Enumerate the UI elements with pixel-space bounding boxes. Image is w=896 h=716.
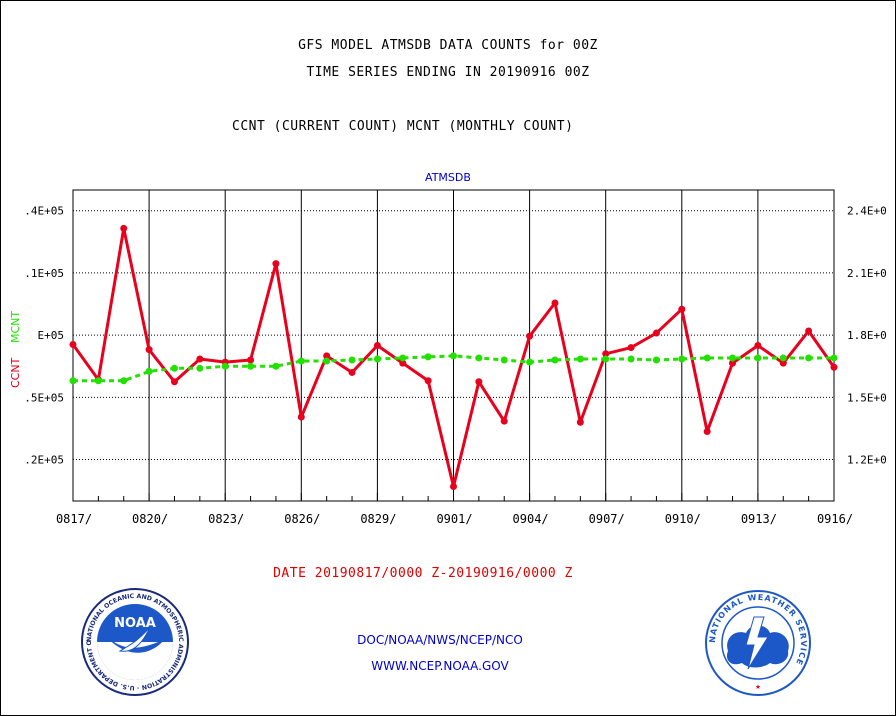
data-point-mcnt [373,355,381,363]
data-point-mcnt [247,362,255,370]
data-point-ccnt [754,342,762,349]
data-point-mcnt [627,355,635,363]
x-tick-label: 0829/ [360,512,396,526]
grid [73,190,834,501]
data-point-ccnt [247,356,255,364]
data-point-mcnt [805,354,813,362]
y-left-tick-label: .1E+05 [24,267,64,280]
y-left-tick-label: .2E+05 [24,454,64,467]
data-point-mcnt [450,352,457,360]
data-point-mcnt [602,355,610,363]
data-point-ccnt [323,352,331,360]
x-tick-label: 0913/ [741,512,777,526]
data-point-mcnt [703,354,711,362]
chart-legend-description: CCNT (CURRENT COUNT) MCNT (MONTHLY COUNT… [232,119,574,134]
x-tick-label: 0904/ [513,512,549,526]
y-axis-label-ccnt: CCNT [9,357,22,388]
noaa-logo: NOAA NATIONAL OCEANIC AND ATMOSPHERIC AD… [80,587,189,696]
data-point-ccnt [297,413,305,421]
y-left-tick-label: .5E+05 [24,391,64,404]
data-point-ccnt [779,359,787,367]
x-tick-label: 0820/ [132,512,168,526]
x-tick-label: 0907/ [589,512,625,526]
data-point-ccnt [145,346,153,354]
data-point-mcnt [551,356,559,364]
data-point-ccnt [652,329,660,337]
data-point-mcnt [221,362,229,370]
data-point-ccnt [830,363,838,371]
data-point-mcnt [830,354,838,362]
data-point-ccnt [399,359,407,367]
data-point-mcnt [500,356,508,364]
data-point-mcnt [120,377,128,385]
data-point-ccnt [703,428,711,436]
data-point-ccnt [729,359,737,367]
data-point-mcnt [424,353,432,361]
data-point-ccnt [526,332,534,340]
data-point-ccnt [551,299,559,307]
svg-text:★: ★ [755,682,761,692]
data-point-mcnt [779,354,787,362]
x-tick-label: 0910/ [665,512,701,526]
date-range-label: DATE 20190817/0000 Z-20190916/0000 Z [273,566,573,581]
website-link[interactable]: WWW.NCEP.NOAA.GOV [371,659,509,673]
data-point-mcnt [475,354,483,362]
chart-title: GFS MODEL ATMSDB DATA COUNTS for 00Z [298,38,598,53]
data-point-ccnt [373,342,381,349]
data-point-ccnt [602,350,610,358]
y-axis-label-mcnt: MCNT [9,311,22,343]
data-point-mcnt [678,355,686,363]
data-point-ccnt [500,417,508,425]
data-point-ccnt [627,344,635,352]
data-point-ccnt [272,260,280,268]
data-point-mcnt [576,355,584,363]
y-right-tick-label: 1.8E+0 [847,329,887,342]
data-point-mcnt [145,367,153,375]
chart-subtitle: TIME SERIES ENDING IN 20190916 00Z [306,65,590,80]
y-right-tick-label: 2.4E+0 [847,205,887,218]
data-point-ccnt [475,378,483,386]
data-point-mcnt [297,357,305,365]
data-point-mcnt [196,364,204,372]
data-point-mcnt [526,358,534,366]
data-point-ccnt [196,355,204,363]
series-title: ATMSDB [425,171,471,184]
noaa-logo-label: NOAA [114,616,156,631]
org-line: DOC/NOAA/NWS/NCEP/NCO [357,633,523,647]
data-point-ccnt [805,327,813,335]
data-point-ccnt [69,340,77,348]
data-point-ccnt [120,224,128,232]
data-point-mcnt [272,362,280,370]
data-point-ccnt [348,368,356,376]
y-right-tick-label: 2.1E+0 [847,267,887,280]
data-point-mcnt [94,377,102,385]
x-tick-label: 0823/ [208,512,244,526]
data-point-mcnt [399,354,407,362]
y-left-tick-label: E+05 [38,329,65,342]
data-point-mcnt [729,354,737,362]
x-tick-label: 0826/ [284,512,320,526]
data-point-mcnt [348,356,356,364]
data-point-mcnt [652,356,660,364]
data-point-ccnt [170,378,178,386]
data-point-mcnt [754,354,762,362]
data-point-mcnt [69,377,77,385]
data-point-ccnt [424,377,432,385]
data-point-mcnt [170,364,178,372]
x-tick-label: 0817/ [56,512,92,526]
y-right-tick-label: 1.2E+0 [847,454,887,467]
data-point-mcnt [323,357,331,365]
x-tick-label: 0901/ [436,512,472,526]
x-tick-label: 0916/ [817,512,853,526]
y-left-tick-label: .4E+05 [24,205,64,218]
axes: .4E+05 2.4E+0 .1E+05 2.1E+0 E+05 1.8E+0 .5E+05… [9,189,887,526]
y-right-tick-label: 1.5E+0 [847,391,887,404]
data-point-ccnt [678,305,686,313]
data-point-ccnt [576,418,584,426]
data-point-ccnt [450,482,457,490]
series [69,224,838,490]
nws-logo: ★ NATIONAL WEATHER SERVICE [705,590,811,696]
